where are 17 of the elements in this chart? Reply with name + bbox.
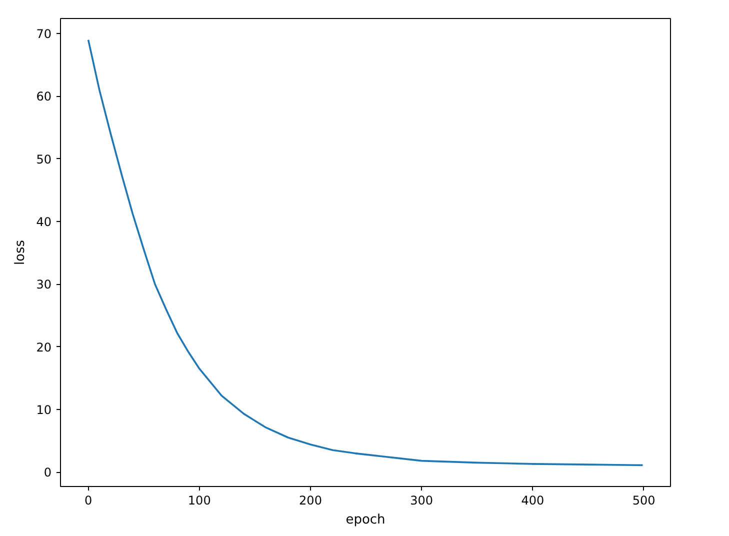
x-tick-label: 500 (632, 494, 656, 508)
y-axis-title: loss (13, 240, 28, 266)
y-tick-label: 20 (36, 340, 52, 354)
y-tick-label: 10 (36, 402, 52, 417)
line-series (87, 38, 644, 466)
x-tick-label: 300 (410, 494, 434, 508)
x-axis-title: epoch (346, 512, 386, 528)
x-tick-label: 0 (84, 494, 92, 508)
y-tick-label: 0 (44, 466, 52, 480)
x-tick-label: 100 (188, 494, 211, 508)
y-tick-label: 70 (36, 27, 52, 42)
y-tick-label: 60 (36, 90, 52, 104)
x-tick-label: 400 (521, 494, 544, 508)
x-tick-label: 200 (299, 494, 322, 508)
y-tick-label: 30 (36, 278, 52, 292)
y-tick-label: 40 (36, 214, 52, 229)
y-tick-label: 50 (36, 152, 52, 166)
